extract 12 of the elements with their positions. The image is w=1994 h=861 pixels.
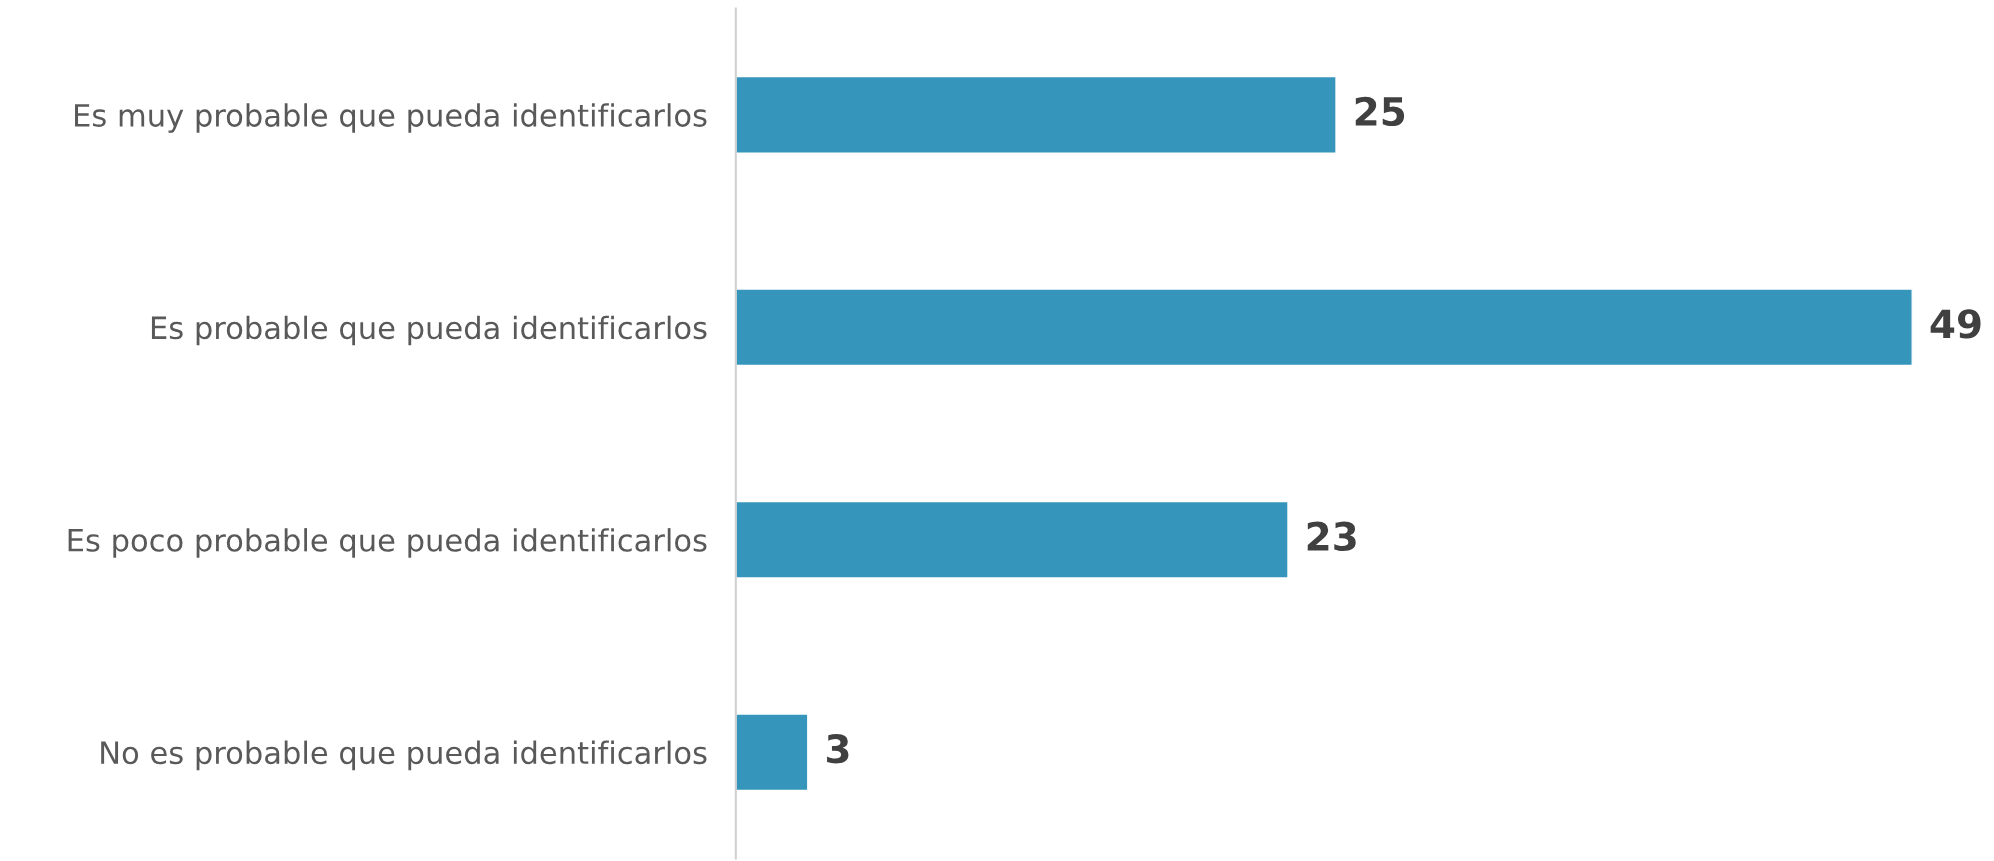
bar [735, 75, 1337, 154]
data-label: 49 [1930, 309, 1981, 339]
y-tick-label: Es poco probable que pueda identificarlos [68, 528, 707, 558]
y-tick-label: No es probable que pueda identificarlos [101, 740, 707, 771]
y-tick-label: Es probable que pueda identificarlos [151, 315, 707, 346]
data-label: 25 [1355, 96, 1405, 127]
bar [735, 713, 809, 792]
bar [735, 288, 1913, 367]
bar [735, 500, 1289, 579]
data-label: 3 [827, 734, 849, 764]
y-tick-label: Es muy probable que pueda identificarlos [75, 103, 707, 133]
data-label: 23 [1307, 521, 1356, 552]
